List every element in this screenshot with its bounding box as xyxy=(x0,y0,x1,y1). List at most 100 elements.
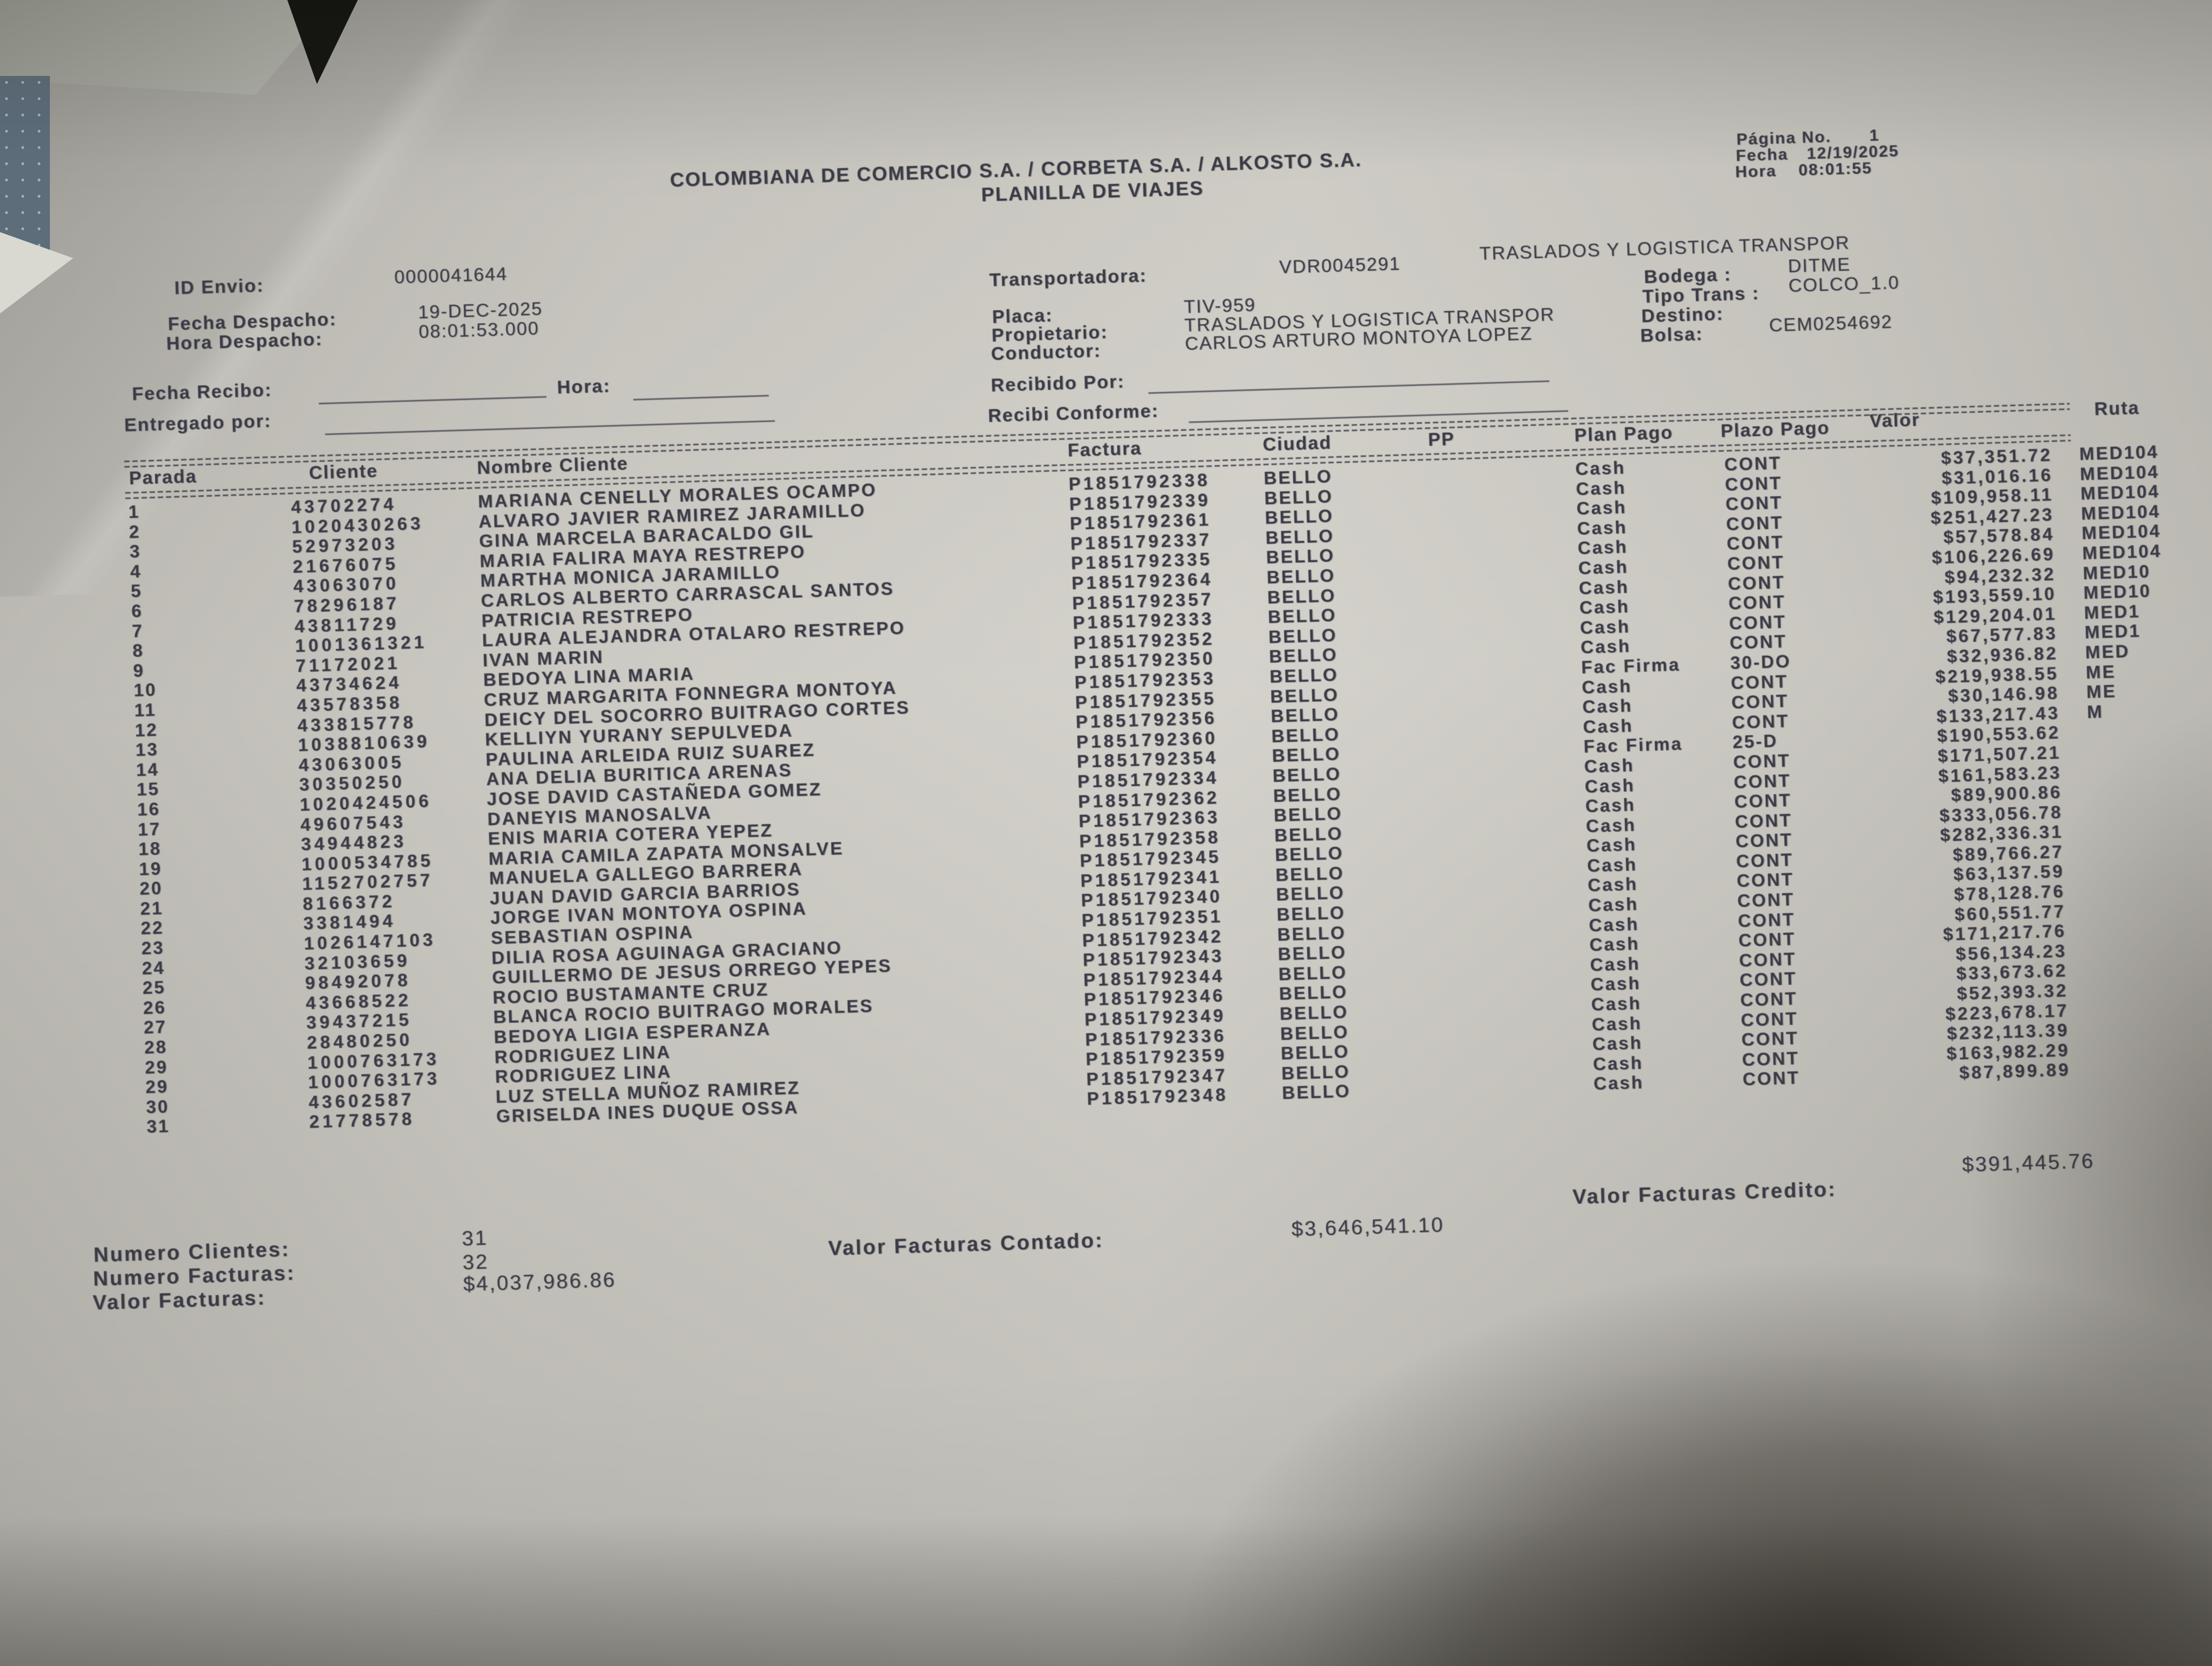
table-rows: 1 43702274 MARIANA CENELLY MORALES OCAMPO P… xyxy=(128,441,2206,1137)
cell-plazo: CONT xyxy=(1736,869,1795,891)
col-header-valor: Valor xyxy=(1869,409,1920,432)
cell-ciudad: BELLO xyxy=(1281,1061,1351,1084)
cell-ciudad: BELLO xyxy=(1280,1041,1350,1063)
cell-parada: 10 xyxy=(133,680,157,701)
recibido-label: Recibido Por: xyxy=(991,371,1126,396)
cell-parada: 6 xyxy=(131,600,144,621)
cell-parada: 31 xyxy=(146,1116,170,1137)
cell-plazo: CONT xyxy=(1726,532,1784,554)
numero-facturas-value: 32 xyxy=(462,1251,490,1274)
id-envio-label: ID Envio: xyxy=(174,275,265,299)
cell-parada: 28 xyxy=(144,1036,168,1058)
cell-ciudad: BELLO xyxy=(1264,505,1334,528)
cell-ciudad: BELLO xyxy=(1271,723,1341,746)
print-time-label: Hora xyxy=(1735,162,1777,182)
fecha-recibo-line xyxy=(319,396,546,405)
cell-ciudad: BELLO xyxy=(1277,922,1347,945)
cell-plan: Cash xyxy=(1583,715,1634,737)
entregado-line xyxy=(325,420,775,435)
cell-ciudad: BELLO xyxy=(1265,526,1335,548)
col-header-plan-pago: Plan Pago xyxy=(1574,422,1674,446)
cell-ciudad: BELLO xyxy=(1278,982,1348,1004)
cell-plan: Cash xyxy=(1586,854,1638,876)
cell-plazo: CONT xyxy=(1727,552,1785,574)
valor-contado-value: $3,646,541.10 xyxy=(1291,1213,1445,1241)
id-envio-value: 0000041644 xyxy=(394,264,508,288)
cell-parada: 3 xyxy=(129,541,142,562)
cell-plazo: CONT xyxy=(1739,968,1797,990)
cell-plazo: CONT xyxy=(1740,988,1798,1010)
col-header-factura: Factura xyxy=(1067,438,1142,461)
valor-credito-value: $391,445.76 xyxy=(1962,1150,2095,1177)
cell-parada: 2 xyxy=(128,521,141,542)
cell-parada: 8 xyxy=(132,640,145,661)
cell-plan: Cash xyxy=(1585,794,1636,816)
col-header-nombre: Nombre Cliente xyxy=(477,453,629,479)
valor-facturas-label: Valor Facturas: xyxy=(92,1286,267,1315)
cell-plan: Cash xyxy=(1587,874,1638,896)
cell-ciudad: BELLO xyxy=(1276,882,1346,905)
numero-clientes-value: 31 xyxy=(461,1227,488,1251)
cell-plan: Cash xyxy=(1592,1033,1643,1054)
cell-parada: 17 xyxy=(137,818,162,840)
cell-plan: Cash xyxy=(1590,953,1641,975)
cell-parada: 18 xyxy=(138,838,162,860)
conductor-label: Conductor: xyxy=(991,340,1102,364)
cell-plazo: CONT xyxy=(1734,790,1792,812)
cell-ciudad: BELLO xyxy=(1270,704,1340,727)
col-header-parada: Parada xyxy=(128,466,197,489)
cell-parada: 16 xyxy=(137,798,161,819)
hora-recibo-line xyxy=(633,395,769,401)
cell-plan: Cash xyxy=(1587,893,1639,915)
cell-parada: 29 xyxy=(144,1056,169,1078)
page-number-value: 1 xyxy=(1869,126,1880,145)
fecha-recibo-label: Fecha Recibo: xyxy=(131,380,273,405)
cell-ciudad: BELLO xyxy=(1269,644,1338,667)
cell-plazo: CONT xyxy=(1729,631,1787,653)
cell-ciudad: BELLO xyxy=(1274,843,1344,866)
cell-cliente: 21778578 xyxy=(308,1108,415,1132)
cell-ciudad: BELLO xyxy=(1281,1081,1351,1103)
cell-plazo: 25-D xyxy=(1732,731,1778,752)
cell-plazo: CONT xyxy=(1737,889,1795,911)
cell-ciudad: BELLO xyxy=(1278,962,1348,984)
hora-recibo-label: Hora: xyxy=(556,375,611,398)
cell-ciudad: BELLO xyxy=(1277,942,1347,964)
cell-plazo: CONT xyxy=(1738,928,1796,951)
cell-parada: 22 xyxy=(140,918,164,939)
cell-plazo: CONT xyxy=(1725,492,1783,515)
cell-plan: Cash xyxy=(1581,675,1632,697)
bolsa-value: CEM0254692 xyxy=(1769,311,1893,336)
cell-plan: Cash xyxy=(1575,457,1626,479)
transportadora-label: Transportadora: xyxy=(989,265,1148,291)
cell-plazo: CONT xyxy=(1734,810,1793,832)
cell-plazo: CONT xyxy=(1728,591,1786,613)
cell-ciudad: BELLO xyxy=(1265,545,1335,568)
col-header-cliente: Cliente xyxy=(308,460,378,484)
cell-parada: 4 xyxy=(130,561,142,581)
cell-plan: Cash xyxy=(1593,1072,1644,1094)
cell-ciudad: BELLO xyxy=(1264,485,1334,508)
hora-despacho-value: 08:01:53.000 xyxy=(418,318,540,343)
recibi-conforme-label: Recibi Conforme: xyxy=(987,400,1160,427)
transportadora-codigo: VDR0045291 xyxy=(1278,253,1401,278)
destino-label: Destino: xyxy=(1641,303,1724,327)
cell-plazo: CONT xyxy=(1726,512,1784,534)
cell-plazo: CONT xyxy=(1733,750,1791,772)
cell-plan: Cash xyxy=(1589,913,1639,935)
cell-plan: Cash xyxy=(1579,616,1631,638)
cell-ciudad: BELLO xyxy=(1266,585,1336,607)
cell-plazo: CONT xyxy=(1740,1008,1798,1030)
cell-ciudad: BELLO xyxy=(1266,565,1336,587)
cell-plan: Cash xyxy=(1589,933,1640,955)
cell-parada: 11 xyxy=(134,699,157,721)
entregado-label: Entregado por: xyxy=(124,411,272,436)
cell-plan: Cash xyxy=(1584,754,1635,777)
recibido-line xyxy=(1148,380,1549,394)
cell-plazo: CONT xyxy=(1733,770,1791,792)
cell-ciudad: BELLO xyxy=(1267,605,1337,627)
valor-facturas-value: $4,037,986.86 xyxy=(462,1268,616,1296)
